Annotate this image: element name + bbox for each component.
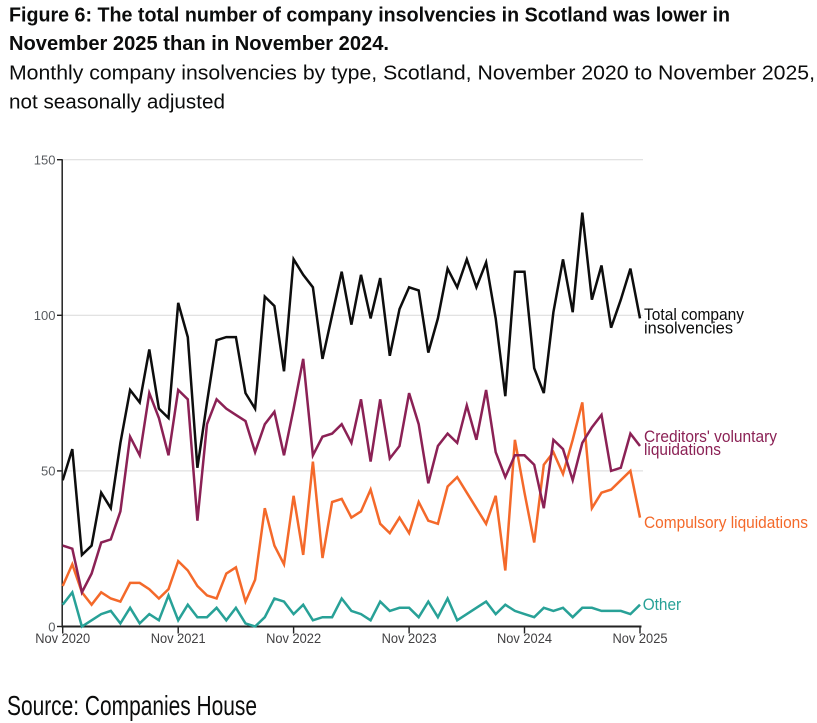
svg-text:Nov 2024: Nov 2024	[497, 630, 552, 646]
svg-text:Creditors' voluntary: Creditors' voluntary	[644, 428, 778, 446]
svg-text:150: 150	[34, 153, 56, 168]
svg-text:50: 50	[41, 464, 55, 479]
svg-text:Source: Companies House: Source: Companies House	[7, 690, 257, 721]
svg-text:Nov 2020: Nov 2020	[35, 630, 90, 646]
svg-text:not seasonally adjusted: not seasonally adjusted	[9, 92, 225, 114]
svg-text:Other: Other	[643, 596, 682, 614]
svg-text:Nov 2025: Nov 2025	[613, 630, 668, 646]
svg-text:Monthly company insolvencies b: Monthly company insolvencies by type, Sc…	[9, 63, 815, 85]
svg-text:Total company: Total company	[644, 306, 745, 324]
svg-text:November 2025 than in November: November 2025 than in November 2024.	[9, 33, 389, 55]
svg-text:insolvencies: insolvencies	[644, 320, 733, 338]
svg-text:Nov 2022: Nov 2022	[266, 630, 321, 646]
svg-text:Compulsory liquidations: Compulsory liquidations	[644, 514, 808, 532]
svg-text:liquidations: liquidations	[644, 441, 721, 459]
svg-text:Figure 6: The total number of: Figure 6: The total number of company in…	[9, 5, 730, 27]
svg-text:0: 0	[48, 619, 55, 634]
svg-text:100: 100	[34, 308, 56, 323]
svg-text:Nov 2023: Nov 2023	[382, 630, 437, 646]
svg-text:Nov 2021: Nov 2021	[151, 630, 206, 646]
